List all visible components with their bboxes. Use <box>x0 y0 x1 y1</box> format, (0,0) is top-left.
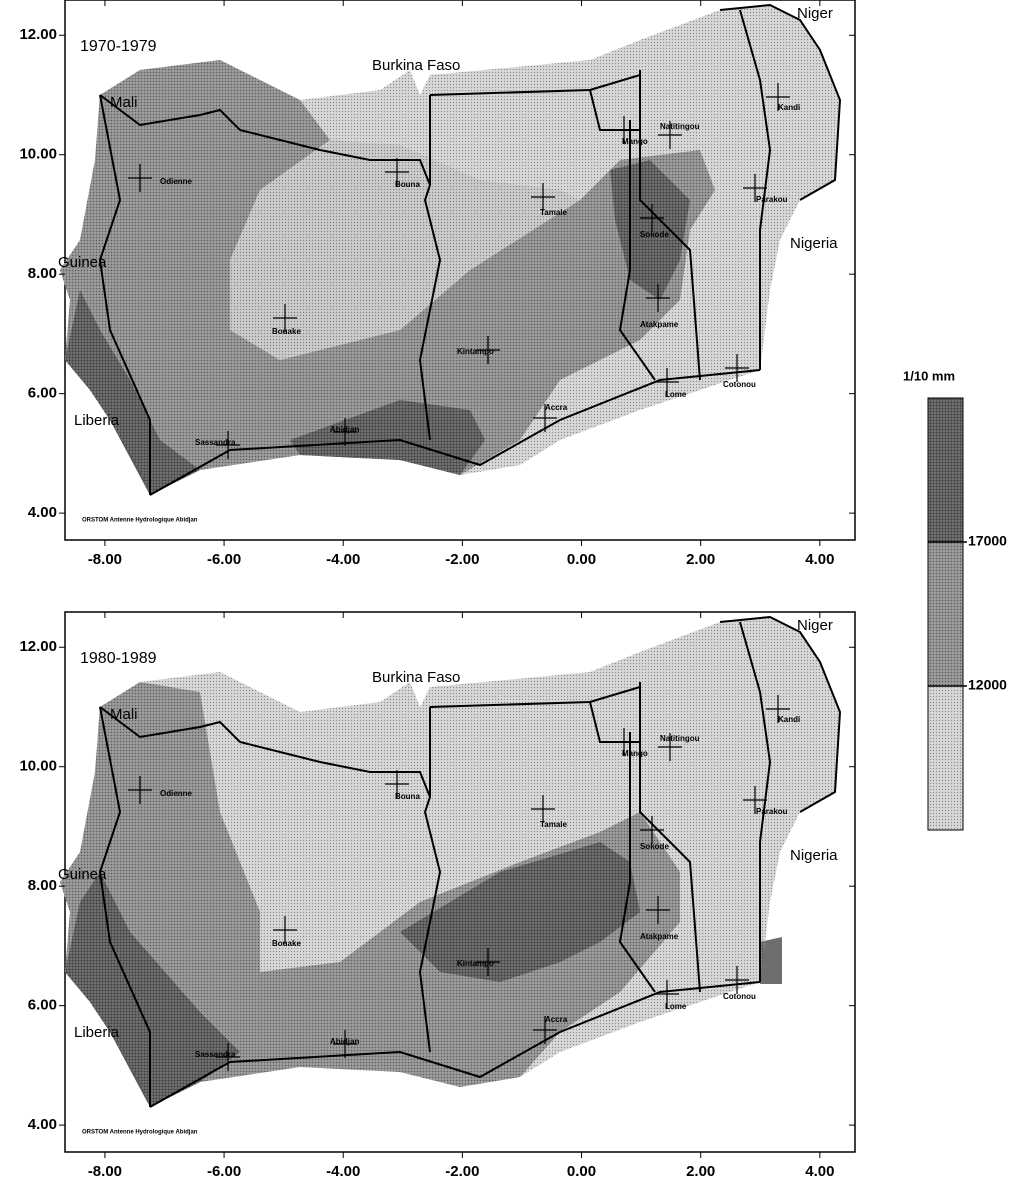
legend-tick-label: 12000 <box>968 677 1007 693</box>
city-label: Lome <box>665 390 687 399</box>
credit: ORSTOM Antenne Hydrologique Abidjan <box>82 518 198 524</box>
x-tick-label: 4.00 <box>805 1163 834 1180</box>
map-panel: -8.00 -6.00 -4.00 -2.00 0.00 2.00 4.00 4.00 6.00… <box>19 0 855 568</box>
x-tick-label: -2.00 <box>445 551 479 568</box>
legend-title: 1/10 mm <box>903 368 955 383</box>
y-tick-label: 4.00 <box>28 504 57 521</box>
y-tick-label: 12.00 <box>19 638 57 655</box>
country-label: Guinea <box>58 254 107 271</box>
country-label: Niger <box>797 5 833 22</box>
panel-title: 1970-1979 <box>80 38 157 55</box>
city-label: Bouna <box>395 792 420 801</box>
city-label: Bouake <box>272 939 301 948</box>
city-label: Mango <box>622 749 648 758</box>
city-label: Tamale <box>540 820 568 829</box>
city-label: Tamale <box>540 208 568 217</box>
city-label: Kandi <box>778 715 800 724</box>
x-tick-label: 4.00 <box>805 551 834 568</box>
y-tick-label: 10.00 <box>19 146 57 163</box>
legend-texture <box>928 398 963 830</box>
map-panel: -8.00 -6.00 -4.00 -2.00 0.00 2.00 4.00 4.00 6.00… <box>19 612 855 1180</box>
city-label: Abidjan <box>330 1037 359 1046</box>
city-label: Lome <box>665 1002 687 1011</box>
city-label: Natitingou <box>660 122 700 131</box>
x-tick-label: 0.00 <box>567 551 596 568</box>
country-label: Mali <box>110 706 138 723</box>
y-tick-label: 6.00 <box>28 997 57 1014</box>
panel-title: 1980-1989 <box>80 650 157 667</box>
city-label: Cotonou <box>723 992 756 1001</box>
city-label: Cotonou <box>723 380 756 389</box>
x-tick-label: 2.00 <box>686 1163 715 1180</box>
city-label: Parakou <box>756 195 788 204</box>
x-tick-label: -4.00 <box>326 551 360 568</box>
city-label: Natitingou <box>660 734 700 743</box>
figure: -8.00 -6.00 -4.00 -2.00 0.00 2.00 4.00 4.00 6.00… <box>0 0 1034 1180</box>
y-tick-label: 4.00 <box>28 1116 57 1133</box>
legend-tick-label: 17000 <box>968 533 1007 549</box>
city-label: Accra <box>545 1015 568 1024</box>
x-tick-label: -8.00 <box>88 1163 122 1180</box>
x-tick-label: 0.00 <box>567 1163 596 1180</box>
x-tick-label: -6.00 <box>207 551 241 568</box>
city-label: Mango <box>622 137 648 146</box>
y-tick-label: 8.00 <box>28 877 57 894</box>
city-label: Accra <box>545 403 568 412</box>
x-tick-label: -8.00 <box>88 551 122 568</box>
country-label: Mali <box>110 94 138 111</box>
country-label: Nigeria <box>790 847 838 864</box>
city-label: Parakou <box>756 807 788 816</box>
y-tick-label: 10.00 <box>19 758 57 775</box>
y-tick-label: 6.00 <box>28 385 57 402</box>
city-label: Sokode <box>640 842 669 851</box>
country-label: Guinea <box>58 866 107 883</box>
city-label: Sassandra <box>195 438 236 447</box>
city-label: Bouna <box>395 180 420 189</box>
city-label: Kintampo <box>457 347 494 356</box>
city-label: Odienne <box>160 789 193 798</box>
country-label: Liberia <box>74 412 120 429</box>
country-label: Nigeria <box>790 235 838 252</box>
country-label: Liberia <box>74 1024 120 1041</box>
city-label: Sassandra <box>195 1050 236 1059</box>
city-label: Abidjan <box>330 425 359 434</box>
x-tick-label: -4.00 <box>326 1163 360 1180</box>
country-label: Burkina Faso <box>372 669 460 686</box>
city-label: Kandi <box>778 103 800 112</box>
city-label: Atakpame <box>640 932 679 941</box>
city-label: Bouake <box>272 327 301 336</box>
country-label: Niger <box>797 617 833 634</box>
x-tick-label: -6.00 <box>207 1163 241 1180</box>
credit: ORSTOM Antenne Hydrologique Abidjan <box>82 1130 198 1136</box>
x-tick-label: 2.00 <box>686 551 715 568</box>
country-label: Burkina Faso <box>372 57 460 74</box>
page: {"legend": {"title": "1/10 mm", "lim": [… <box>0 0 1034 1180</box>
city-label: Kintampo <box>457 959 494 968</box>
city-label: Atakpame <box>640 320 679 329</box>
city-label: Odienne <box>160 177 193 186</box>
city-label: Sokode <box>640 230 669 239</box>
x-tick-label: -2.00 <box>445 1163 479 1180</box>
y-tick-label: 8.00 <box>28 265 57 282</box>
y-tick-label: 12.00 <box>19 26 57 43</box>
